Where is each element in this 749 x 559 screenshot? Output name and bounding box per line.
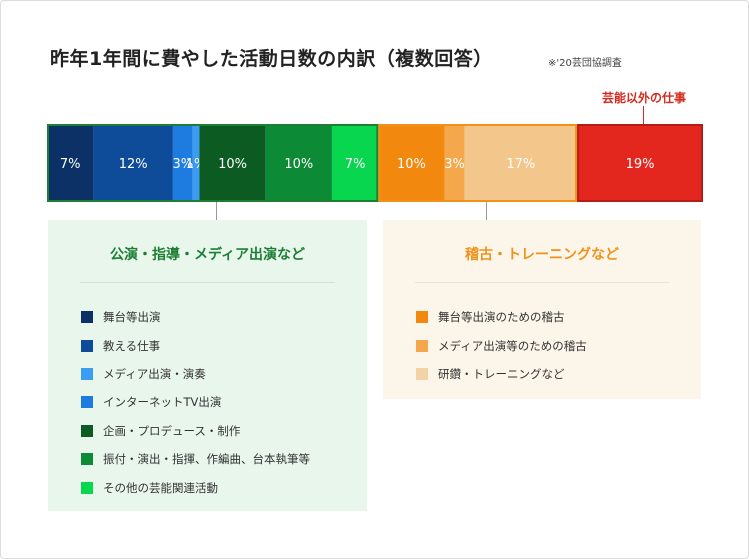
performing-legend-swatch-2 [81, 339, 93, 352]
bar-segment-9 [444, 124, 465, 202]
bar-segment-4 [192, 124, 200, 202]
performing-panel-heading: 公演・指導・メディア出演など [109, 247, 306, 263]
training-legend-item-3: 研鑽・トレーニングなど [416, 360, 701, 388]
performing-legend-swatch-6 [81, 453, 93, 466]
training-legend-item-1: 舞台等出演のための稽古 [416, 303, 701, 331]
performing-legend-item-3: メディア出演・演奏 [81, 360, 367, 388]
performing-legend-swatch-3 [81, 367, 93, 380]
bar-segment-7 [331, 124, 379, 202]
bar-segment-label-8: 10% [397, 157, 426, 172]
performing-legend-label-6: 振付・演出・指揮、作編曲、台本執筆等 [103, 452, 310, 467]
bar-segment-label-11: 19% [626, 157, 655, 172]
performing-legend-label-2: 教える仕事 [103, 338, 161, 353]
bar-segment-label-5: 10% [218, 157, 247, 172]
training-legend-list: 舞台等出演のための稽古メディア出演等のための稽古 研鑽・トレーニングなど [383, 303, 701, 388]
performing-panel-divider [80, 282, 335, 283]
performing-legend-swatch-5 [81, 424, 93, 437]
bar-segment-label-6: 10% [284, 157, 313, 172]
bar-segment-10 [464, 124, 578, 202]
performing-legend-swatch-1 [81, 311, 93, 324]
bar-segment-1 [47, 124, 94, 202]
bar-segment-label-10: 17% [506, 157, 535, 172]
bar-segment-8 [378, 124, 445, 202]
bar-segment-label-1: 7% [60, 157, 81, 172]
performing-connector [216, 202, 217, 220]
callout-leader-line [643, 106, 644, 124]
other-group-outline [577, 124, 703, 202]
training-panel-heading: 稽古・トレーニングなど [465, 247, 619, 263]
training-legend-swatch-3 [416, 367, 428, 380]
training-legend-label-3: 研鑽・トレーニングなど [438, 366, 565, 381]
performing-legend-item-1: 舞台等出演 [81, 303, 367, 331]
bar-segment-11 [577, 124, 703, 202]
performing-legend-label-1: 舞台等出演 [103, 310, 161, 325]
performing-legend-swatch-4 [81, 396, 93, 409]
bar-segment-label-7: 7% [345, 157, 366, 172]
bar-segment-3 [172, 124, 193, 202]
performing-legend-item-2: 教える仕事 [81, 331, 367, 359]
training-legend-panel: 稽古・トレーニングなど 舞台等出演のための稽古メディア出演等のための稽古 研鑽・ト… [383, 220, 701, 399]
bar-segment-label-3: 3% [173, 157, 194, 172]
training-legend-label-1: 舞台等出演のための稽古 [438, 310, 565, 325]
bar-segment-label-9: 3% [444, 157, 465, 172]
performing-legend-swatch-7 [81, 481, 93, 494]
training-panel-divider [415, 282, 669, 283]
bar-segment-label-2: 12% [119, 157, 148, 172]
source-note: ※'20芸団協調査 [548, 58, 622, 69]
training-group-outline [378, 124, 578, 202]
training-legend-label-2: メディア出演等のための稽古 [438, 338, 587, 353]
chart-title: 昨年1年間に費やした活動日数の内訳（複数回答） [50, 48, 493, 70]
performing-group-outline [47, 124, 379, 202]
other-work-callout: 芸能以外の仕事 [601, 91, 686, 105]
training-legend-swatch-2 [416, 339, 428, 352]
performing-legend-item-4: インターネットTV出演 [81, 388, 367, 416]
performing-legend-list: 舞台等出演教える仕事メディア出演・演奏インターネットTV出演企画・プロデュース・… [48, 303, 367, 502]
training-legend-item-2: メディア出演等のための稽古 [416, 331, 701, 359]
bar-segment-5 [199, 124, 266, 202]
bar-segment-6 [265, 124, 332, 202]
bar-segment-2 [93, 124, 173, 202]
performing-legend-label-5: 企画・プロデュース・制作 [103, 423, 241, 438]
performing-legend-label-3: メディア出演・演奏 [103, 366, 206, 381]
performing-legend-item-6: 振付・演出・指揮、作編曲、台本執筆等 [81, 445, 367, 473]
performing-legend-panel: 公演・指導・メディア出演など 舞台等出演教える仕事メディア出演・演奏インターネッ… [48, 220, 367, 511]
training-connector [486, 202, 487, 220]
performing-legend-item-5: 企画・プロデュース・制作 [81, 417, 367, 445]
performing-legend-label-7: その他の芸能関連活動 [103, 480, 218, 495]
training-legend-swatch-1 [416, 311, 428, 324]
performing-legend-label-4: インターネットTV出演 [103, 395, 222, 410]
performing-legend-item-7: その他の芸能関連活動 [81, 473, 367, 501]
